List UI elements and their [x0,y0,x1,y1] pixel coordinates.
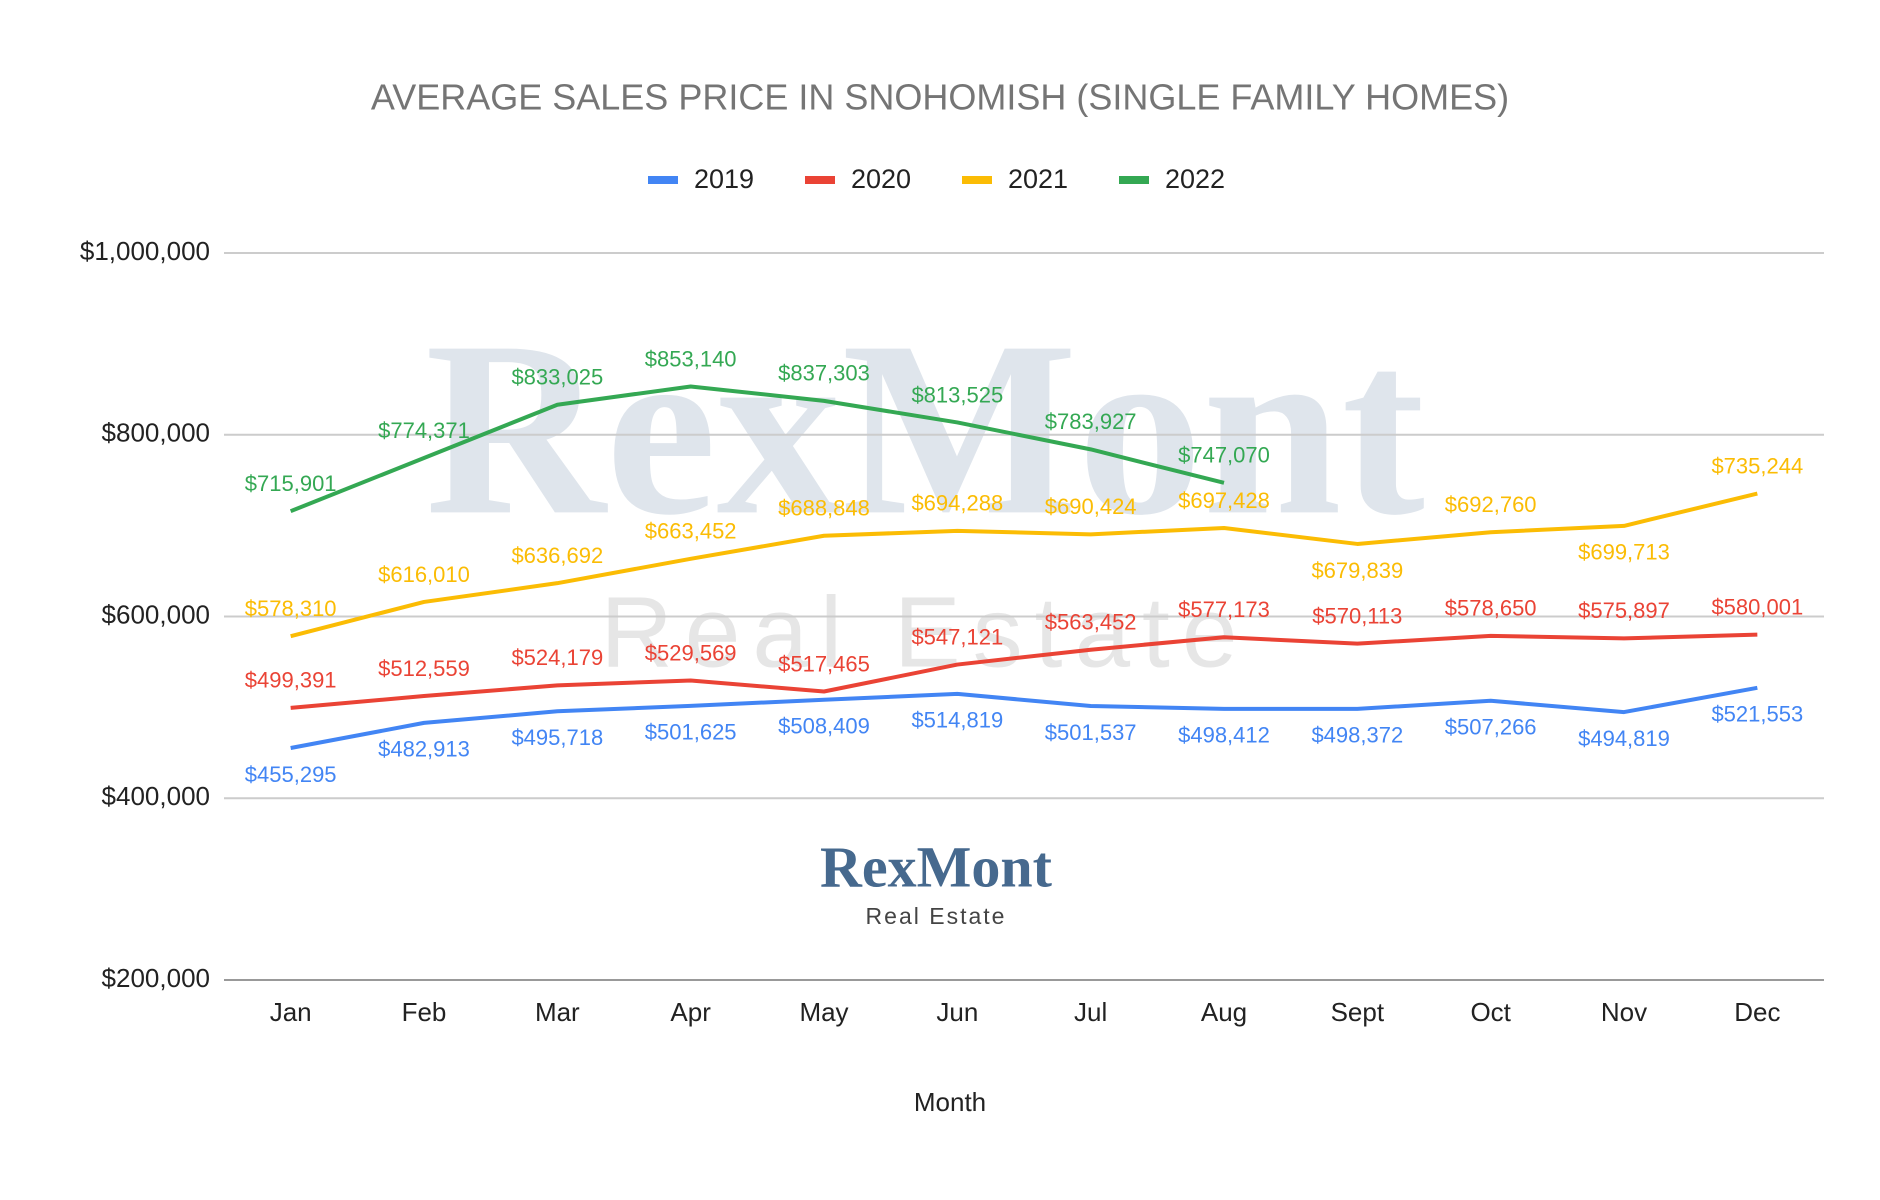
x-tick-label: Nov [1601,997,1647,1027]
data-label: $663,452 [645,519,737,544]
chart-title: AVERAGE SALES PRICE IN SNOHOMISH (SINGLE… [371,77,1509,118]
series-line [290,685,1758,750]
data-label: $735,244 [1711,453,1803,478]
x-tick-label: Mar [535,997,580,1027]
x-axis-title: Month [914,1087,986,1117]
data-label: $455,295 [245,762,337,787]
data-label: $690,424 [1045,494,1137,519]
data-label: $692,760 [1445,492,1537,517]
logo-sub: Real Estate [866,903,1007,929]
x-tick-label: Jul [1074,997,1107,1027]
data-label: $837,303 [778,361,870,386]
data-label: $688,848 [778,496,870,521]
data-label: $501,537 [1045,720,1137,745]
data-label: $547,121 [911,624,1003,649]
series-line [290,491,1758,639]
x-tick-label: Dec [1734,997,1780,1027]
data-label: $501,625 [645,720,737,745]
x-tick-label: Sept [1331,997,1385,1027]
x-tick-label: Feb [402,997,447,1027]
y-tick-label: $1,000,000 [80,236,210,266]
x-tick-label: Oct [1470,997,1511,1027]
data-label: $577,173 [1178,597,1270,622]
data-label: $616,010 [378,562,470,587]
data-label: $512,559 [378,656,470,681]
series-line [290,632,1758,710]
data-label: $498,372 [1311,723,1403,748]
logo: RexMont [820,834,1053,899]
data-label: $517,465 [778,651,870,676]
data-label: $514,819 [911,708,1003,733]
legend-label: 2021 [1008,164,1068,194]
data-label: $783,927 [1045,409,1137,434]
data-label: $575,897 [1578,598,1670,623]
data-label: $853,140 [645,346,737,371]
y-tick-label: $600,000 [102,599,210,629]
data-label: $570,113 [1312,603,1402,628]
x-tick-label: Jan [270,997,312,1027]
x-tick-label: May [799,997,848,1027]
data-label: $694,288 [911,491,1003,516]
data-label: $636,692 [511,543,603,568]
data-label: $699,713 [1578,540,1670,565]
legend-label: 2020 [851,164,911,194]
data-label: $578,310 [245,596,337,621]
data-label: $524,179 [511,645,603,670]
data-label: $679,839 [1311,558,1403,583]
watermark: RexMont [425,290,1425,567]
y-tick-label: $800,000 [102,418,210,448]
data-label: $833,025 [511,365,603,390]
y-tick-label: $200,000 [102,963,210,993]
data-label: $715,901 [245,471,337,496]
data-label: $578,650 [1445,596,1537,621]
data-label: $498,412 [1178,723,1270,748]
data-label: $774,371 [378,418,470,443]
x-tick-label: Jun [936,997,978,1027]
data-label: $482,913 [378,737,470,762]
data-label: $495,718 [511,725,603,750]
watermark-sub: Real Estate [601,576,1250,688]
data-label: $697,428 [1178,488,1270,513]
data-label: $747,070 [1178,443,1270,468]
data-label: $563,452 [1045,610,1137,635]
x-tick-label: Aug [1201,997,1247,1027]
data-label: $499,391 [245,668,337,693]
data-label: $580,001 [1711,594,1803,619]
data-label: $508,409 [778,714,870,739]
x-tick-label: Apr [670,997,711,1027]
data-label: $521,553 [1711,702,1803,727]
data-label: $813,525 [911,382,1003,407]
data-label: $494,819 [1578,726,1670,751]
legend-label: 2019 [694,164,754,194]
legend-label: 2022 [1165,164,1225,194]
data-label: $529,569 [645,640,737,665]
y-tick-label: $400,000 [102,781,210,811]
series-line [289,384,1225,514]
data-label: $507,266 [1445,715,1537,740]
